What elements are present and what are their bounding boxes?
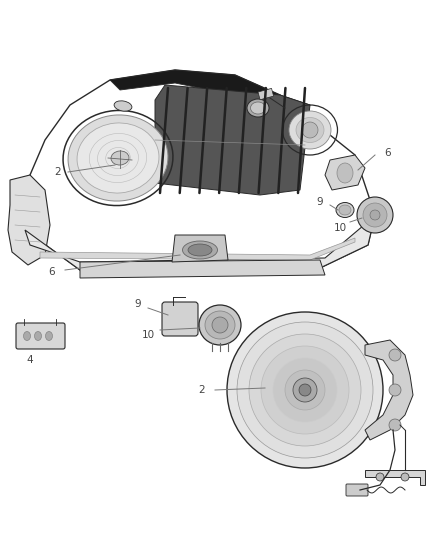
Text: 2: 2 (199, 385, 205, 395)
Circle shape (212, 317, 228, 333)
Text: 10: 10 (333, 223, 346, 233)
Ellipse shape (251, 102, 265, 114)
Circle shape (363, 203, 387, 227)
Circle shape (302, 122, 318, 138)
Circle shape (293, 378, 317, 402)
Circle shape (299, 384, 311, 396)
Ellipse shape (337, 163, 353, 183)
Text: 9: 9 (317, 197, 323, 207)
Polygon shape (365, 340, 413, 440)
Ellipse shape (339, 205, 351, 215)
Polygon shape (25, 215, 375, 270)
FancyBboxPatch shape (346, 484, 368, 496)
Ellipse shape (24, 332, 31, 341)
Circle shape (389, 349, 401, 361)
Text: 10: 10 (141, 330, 155, 340)
Ellipse shape (188, 244, 212, 256)
Ellipse shape (247, 99, 269, 117)
Ellipse shape (35, 332, 42, 341)
Ellipse shape (199, 305, 241, 345)
Circle shape (273, 358, 337, 422)
Polygon shape (40, 238, 355, 260)
Ellipse shape (296, 117, 324, 142)
Polygon shape (325, 155, 365, 190)
Ellipse shape (114, 101, 132, 111)
FancyBboxPatch shape (162, 302, 198, 336)
Polygon shape (8, 175, 50, 265)
Text: 4: 4 (27, 355, 33, 365)
FancyBboxPatch shape (16, 323, 65, 349)
Ellipse shape (183, 241, 218, 259)
Circle shape (227, 312, 383, 468)
Circle shape (357, 197, 393, 233)
Text: 2: 2 (55, 167, 61, 177)
Ellipse shape (111, 151, 129, 165)
Circle shape (376, 473, 384, 481)
Polygon shape (110, 70, 310, 115)
Ellipse shape (289, 111, 331, 149)
Circle shape (389, 384, 401, 396)
Polygon shape (155, 85, 310, 195)
Circle shape (285, 370, 325, 410)
Polygon shape (80, 260, 325, 278)
Ellipse shape (336, 203, 354, 217)
Circle shape (401, 473, 409, 481)
Bar (258, 88, 274, 100)
Ellipse shape (68, 115, 168, 201)
Text: 6: 6 (49, 267, 55, 277)
Polygon shape (172, 235, 228, 262)
Text: 6: 6 (385, 148, 391, 158)
Text: 9: 9 (135, 299, 141, 309)
Circle shape (261, 346, 349, 434)
Circle shape (370, 210, 380, 220)
Circle shape (249, 334, 361, 446)
Ellipse shape (205, 311, 235, 339)
Circle shape (237, 322, 373, 458)
Ellipse shape (77, 123, 159, 193)
Polygon shape (365, 470, 425, 485)
Circle shape (389, 419, 401, 431)
Ellipse shape (46, 332, 53, 341)
